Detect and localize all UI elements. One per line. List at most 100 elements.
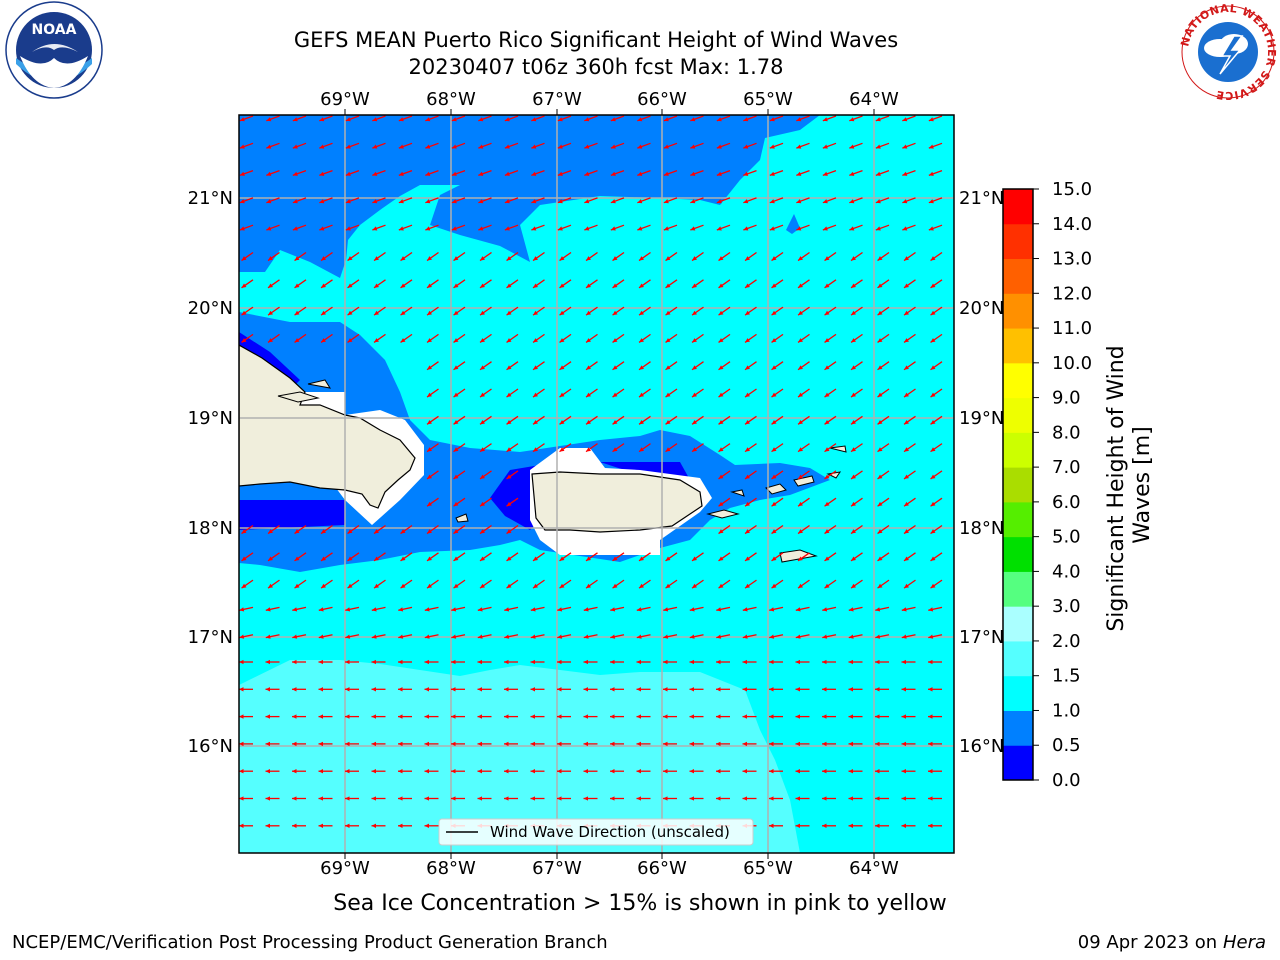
wind-wave-arrow-head <box>639 310 644 316</box>
wind-wave-arrow-head <box>504 796 509 801</box>
colorbar-ticks: 0.0 0.5 1.0 1.5 2.0 3.0 4.0 5.0 6.0 7.0 8.0 9.0 10.0… <box>1033 179 1092 791</box>
wind-wave-arrow-head <box>824 310 830 316</box>
wind-wave-arrow-head <box>292 741 297 747</box>
wind-wave-arrow-head <box>480 310 485 316</box>
wind-wave-arrow-head <box>877 474 883 479</box>
wind-wave-arrow-head <box>265 714 271 719</box>
wind-wave-arrow-head <box>928 117 934 122</box>
wind-wave-arrow-head <box>716 607 722 612</box>
wind-wave-arrow-head <box>901 769 907 774</box>
wind-wave-arrow-head <box>798 583 803 589</box>
wind-wave-arrow-head <box>533 256 538 261</box>
wind-wave-arrow-head <box>663 144 669 149</box>
wind-wave-arrow-head <box>875 741 880 747</box>
wind-wave-arrow-head <box>506 419 512 425</box>
wind-wave-arrow-head <box>559 365 565 370</box>
wind-wave-arrow-head <box>771 447 777 452</box>
wind-wave-arrow-head <box>665 392 671 398</box>
wind-wave-arrow-head <box>374 338 379 343</box>
wind-wave-arrow-head <box>451 226 457 231</box>
wind-wave-arrow-head <box>877 283 883 288</box>
wind-wave-arrow-head <box>769 823 774 828</box>
colorbar-tick-label: 10.0 <box>1052 353 1092 374</box>
map-field <box>239 115 954 853</box>
wind-wave-arrow-head <box>400 529 406 534</box>
wind-wave-arrow-head <box>265 796 271 801</box>
wind-wave-arrow-head <box>716 741 721 747</box>
wind-wave-arrow-head <box>610 171 616 176</box>
wind-wave-arrow-head <box>318 741 324 747</box>
wind-wave-arrow-head <box>639 392 644 398</box>
wind-wave-arrow-head <box>265 769 271 774</box>
wind-wave-arrow-head <box>663 117 669 122</box>
wind-wave-arrow-head <box>559 310 565 316</box>
wind-wave-arrow-head <box>718 283 724 288</box>
wind-wave-arrow-head <box>692 556 697 561</box>
wind-wave-arrow-head <box>769 714 774 719</box>
wind-wave-arrow-head <box>453 365 459 370</box>
wind-wave-arrow-head <box>795 687 801 692</box>
wind-wave-arrow-head <box>930 365 936 370</box>
wind-wave-arrow-head <box>506 556 512 561</box>
lat-label-right-18n: 18°N <box>959 518 1004 539</box>
wind-wave-arrow-head <box>901 659 907 665</box>
wind-wave-arrow-head <box>424 634 430 639</box>
wind-wave-arrow-head <box>504 171 510 176</box>
wind-wave-arrow-head <box>451 199 457 204</box>
wind-wave-arrow-head <box>798 556 803 561</box>
wind-wave-arrow-head <box>610 659 615 665</box>
wind-wave-arrow-head <box>689 634 695 639</box>
wind-wave-arrow-head <box>318 659 324 665</box>
wind-wave-arrow-head <box>584 144 590 149</box>
wind-wave-arrow-head <box>639 447 644 452</box>
wind-wave-arrow-head <box>928 741 933 747</box>
wind-wave-arrow-head <box>904 501 909 507</box>
wind-wave-arrow-head <box>877 529 883 534</box>
colorbar-segment <box>1003 467 1033 503</box>
wind-wave-arrow-head <box>530 714 536 719</box>
wind-wave-arrow-head <box>795 607 801 612</box>
wind-wave-arrow-head <box>824 529 830 534</box>
wind-wave-arrow-head <box>268 283 273 288</box>
lon-label-bottom-66w: 66°W <box>637 858 687 879</box>
wind-wave-arrow-head <box>824 474 830 479</box>
wind-wave-arrow-head <box>851 392 856 398</box>
wind-wave-arrow-head <box>451 607 457 612</box>
wind-wave-arrow-head <box>371 823 377 828</box>
wind-wave-arrow-head <box>372 199 378 204</box>
wind-wave-arrow-head <box>583 607 589 612</box>
wind-wave-arrow-head <box>427 556 432 561</box>
wind-wave-arrow-head <box>689 769 695 774</box>
wind-wave-arrow-head <box>583 769 589 774</box>
wind-wave-arrow-head <box>427 419 432 425</box>
wind-wave-arrow-head <box>692 447 697 452</box>
lat-label-right-17n: 17°N <box>959 627 1004 648</box>
wind-wave-arrow-head <box>930 556 936 561</box>
wind-wave-arrow-head <box>610 199 616 204</box>
wind-wave-arrow-head <box>321 283 326 288</box>
wind-wave-arrow-head <box>745 529 750 534</box>
wind-wave-arrow-head <box>745 556 750 561</box>
wind-wave-arrow-head <box>345 226 351 231</box>
wind-wave-arrow-head <box>795 741 801 747</box>
wind-wave-arrow-head <box>639 556 644 561</box>
wind-wave-arrow-head <box>427 256 432 261</box>
wind-wave-arrow-head <box>345 634 351 639</box>
wind-wave-arrow-head <box>824 583 830 589</box>
colorbar-tick-label: 9.0 <box>1052 388 1081 409</box>
wind-wave-arrow-head <box>557 741 562 747</box>
wind-wave-arrow-head <box>504 634 510 639</box>
wind-wave-arrow-head <box>584 226 590 231</box>
wind-wave-arrow-head <box>877 338 883 343</box>
wind-wave-arrow-head <box>480 556 485 561</box>
wind-wave-arrow-head <box>665 310 671 316</box>
wind-wave-arrow-head <box>318 607 324 612</box>
wind-wave-arrow-head <box>559 583 565 589</box>
lat-label-right-20n: 20°N <box>959 298 1004 319</box>
wind-wave-arrow-head <box>795 659 801 665</box>
lon-label-bottom-67w: 67°W <box>532 858 582 879</box>
wind-wave-arrow-head <box>875 634 881 639</box>
wind-wave-arrow-head <box>480 256 485 261</box>
colorbar-tick-label: 1.0 <box>1052 700 1081 721</box>
